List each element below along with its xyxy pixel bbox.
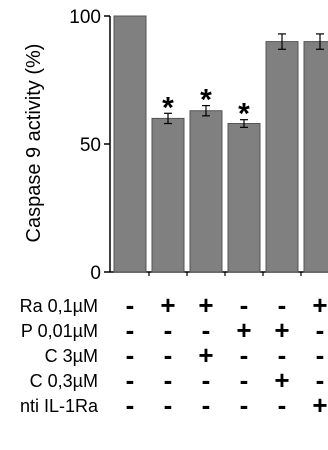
condition-table: Ra 0,1µM - + + - - +P 0,01µM - - - + + -C 3µM - - + - - -C…	[20, 290, 328, 420]
minus-sign: -	[240, 290, 249, 320]
minus-sign: -	[202, 315, 211, 345]
bars: * * *	[113, 15, 328, 273]
minus-sign: -	[316, 340, 325, 370]
minus-sign: -	[278, 340, 287, 370]
minus-sign: -	[164, 315, 173, 345]
minus-sign: -	[126, 390, 135, 420]
bar	[227, 123, 261, 273]
minus-sign: -	[278, 290, 287, 320]
minus-sign: -	[278, 390, 287, 420]
minus-sign: -	[240, 390, 249, 420]
plus-sign: +	[160, 290, 175, 320]
y-tick-label: 50	[80, 135, 101, 156]
bar	[303, 41, 328, 273]
y-tick-label: 0	[90, 263, 101, 284]
plus-sign: +	[236, 315, 251, 345]
y-axis-label: Caspase 9 activity (%)	[23, 44, 45, 243]
minus-sign: -	[240, 340, 249, 370]
condition-label: C 0,3µM	[30, 371, 98, 391]
plus-sign: +	[274, 365, 289, 395]
condition-label: P 0,01µM	[21, 321, 98, 341]
bar	[189, 110, 223, 273]
minus-sign: -	[202, 390, 211, 420]
minus-sign: -	[202, 365, 211, 395]
plus-sign: +	[312, 290, 327, 320]
plus-sign: +	[198, 340, 213, 370]
minus-sign: -	[164, 365, 173, 395]
condition-label: C 3µM	[45, 346, 98, 366]
condition-label: nti IL-1Ra	[20, 396, 99, 416]
minus-sign: -	[316, 315, 325, 345]
significance-star: *	[162, 91, 174, 124]
minus-sign: -	[240, 365, 249, 395]
minus-sign: -	[126, 340, 135, 370]
minus-sign: -	[126, 315, 135, 345]
minus-sign: -	[126, 290, 135, 320]
plus-sign: +	[198, 290, 213, 320]
minus-sign: -	[164, 390, 173, 420]
bar	[151, 117, 185, 273]
plus-sign: +	[312, 390, 327, 420]
condition-label: Ra 0,1µM	[20, 296, 98, 316]
bar	[265, 41, 299, 273]
significance-star: *	[200, 84, 212, 117]
y-tick-label: 100	[69, 7, 101, 28]
minus-sign: -	[164, 340, 173, 370]
bar	[113, 15, 147, 273]
minus-sign: -	[126, 365, 135, 395]
plus-sign: +	[274, 315, 289, 345]
minus-sign: -	[316, 365, 325, 395]
significance-star: *	[238, 98, 250, 131]
